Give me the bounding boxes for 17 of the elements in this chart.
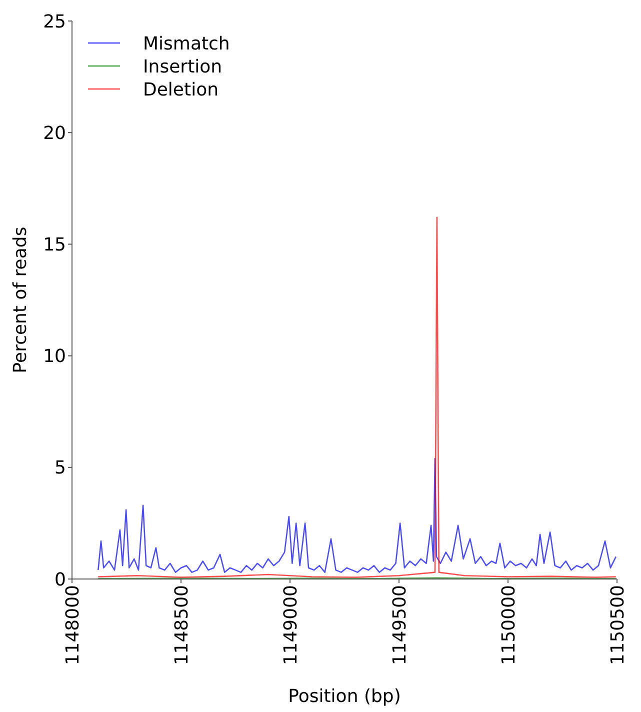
x-tick-label: 1148500 — [171, 585, 192, 666]
x-tick-label: 1149500 — [389, 585, 410, 666]
legend-label: Insertion — [143, 56, 222, 78]
x-tick-label: 1150000 — [498, 585, 520, 666]
x-tick-label: 1149000 — [280, 585, 302, 666]
x-axis-title: Position (bp) — [288, 686, 401, 707]
y-axis-title: Percent of reads — [10, 226, 31, 374]
legend-label: Mismatch — [143, 33, 230, 54]
y-tick-label: 10 — [43, 346, 66, 368]
line-series — [98, 458, 617, 573]
y-tick-label: 20 — [43, 122, 66, 144]
y-tick-label: 5 — [54, 458, 66, 479]
legend-label: Deletion — [143, 79, 218, 100]
x-tick-label: 1150500 — [607, 585, 628, 666]
y-tick-label: 15 — [43, 234, 66, 256]
line-series — [98, 216, 617, 578]
y-tick-label: 25 — [43, 11, 66, 32]
